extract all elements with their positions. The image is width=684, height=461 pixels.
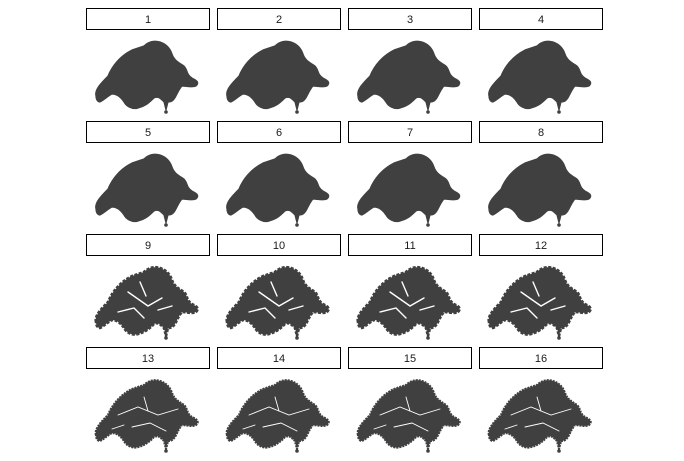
facet-panel: 9 [86,234,210,340]
facet-label: 11 [404,240,415,252]
map-shape [226,153,330,227]
facet-label: 10 [273,240,285,252]
map-shape [487,379,592,453]
facet-label: 4 [538,14,544,26]
facet-strip [86,347,210,369]
facet-label: 1 [145,14,151,26]
facet-strip [348,121,472,143]
facet-label: 13 [142,353,154,365]
facet-label: 16 [535,353,547,365]
facet-panel: 8 [479,121,603,227]
facet-label: 14 [273,353,285,365]
map-shape [488,40,592,114]
facet-label: 9 [145,240,151,252]
facet-strip [86,8,210,30]
facet-strip [348,8,472,30]
facet-strip [86,234,210,256]
facet-panel: 7 [348,121,472,227]
facet-label: 8 [538,127,544,139]
map-shape [95,153,199,227]
facet-strip [479,234,603,256]
facet-strip [217,121,341,143]
facet-panel: 10 [217,234,341,340]
facet-panel: 12 [479,234,603,340]
facet-panel: 1 [86,8,210,114]
facet-strip [217,347,341,369]
facet-panel: 4 [479,8,603,114]
map-shape [356,265,461,340]
map-shape [225,265,330,340]
facet-strip [479,8,603,30]
facet-strip [479,347,603,369]
facet-strip [348,347,472,369]
facet-panel: 14 [217,347,341,453]
facet-panel: 11 [348,234,472,340]
facet-label: 6 [276,127,282,139]
facet-label: 12 [535,240,547,252]
facet-strip [479,121,603,143]
facet-label: 5 [145,127,151,139]
facet-panel: 16 [479,347,603,453]
map-shape [94,265,199,340]
map-shape [225,379,330,453]
map-shape [488,153,592,227]
facet-panel: 13 [86,347,210,453]
map-shape [94,379,199,453]
map-shape [95,40,199,114]
facet-label: 15 [404,353,416,365]
facet-panel: 2 [217,8,341,114]
facet-panel: 15 [348,347,472,453]
facet-panel: 5 [86,121,210,227]
map-shape [357,40,461,114]
facet-strip [217,234,341,256]
facet-strip [86,121,210,143]
map-shape [357,153,461,227]
map-shape [226,40,330,114]
facet-label: 2 [276,14,282,26]
facet-strip [348,234,472,256]
facet-panel: 6 [217,121,341,227]
facet-strip [217,8,341,30]
map-shape [487,265,592,340]
facet-panel: 3 [348,8,472,114]
facet-label: 7 [407,127,413,139]
map-shape [356,379,461,453]
facet-label: 3 [407,14,413,26]
